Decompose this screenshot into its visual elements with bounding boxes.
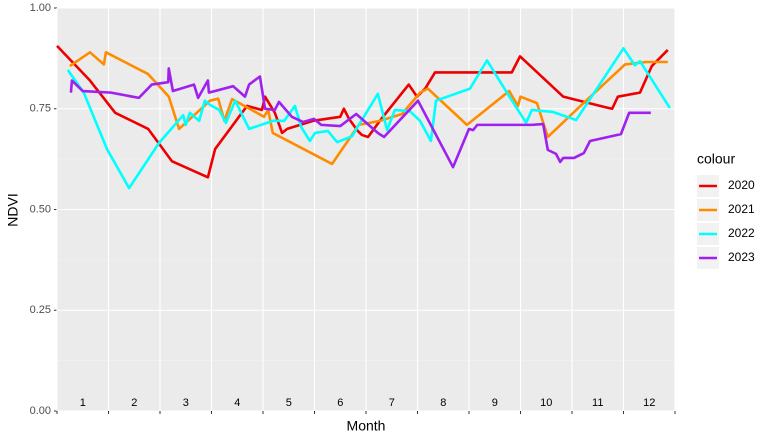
- line: [69, 51, 668, 166]
- y-tick-label: 1.00: [30, 2, 51, 14]
- month-label: 9: [492, 397, 498, 409]
- legend-label: 2022: [728, 226, 755, 240]
- y-tick-label: 0.00: [30, 405, 51, 417]
- y-tick-label: 0.75: [30, 103, 51, 115]
- month-label: 7: [389, 397, 395, 409]
- month-label: 10: [540, 397, 552, 409]
- month-label: 6: [337, 397, 343, 409]
- month-label: 11: [592, 397, 603, 409]
- y-axis-title: NDVI: [5, 193, 21, 226]
- legend-label: 2020: [728, 178, 755, 192]
- month-label: 1: [80, 397, 86, 409]
- month-label: 12: [643, 397, 655, 409]
- line: [66, 46, 671, 190]
- line: [56, 44, 669, 179]
- month-label: 8: [440, 397, 446, 409]
- legend-label: 2023: [728, 250, 755, 264]
- x-axis-title: Month: [347, 418, 386, 434]
- month-label: 5: [286, 397, 292, 409]
- line: [69, 67, 651, 169]
- month-label: 3: [183, 397, 189, 409]
- legend-label: 2021: [728, 202, 755, 216]
- y-tick-label: 0.25: [30, 304, 51, 316]
- month-label: 2: [131, 397, 137, 409]
- month-label: 4: [234, 397, 240, 409]
- legend-title: colour: [697, 151, 735, 167]
- y-tick-label: 0.50: [30, 203, 51, 215]
